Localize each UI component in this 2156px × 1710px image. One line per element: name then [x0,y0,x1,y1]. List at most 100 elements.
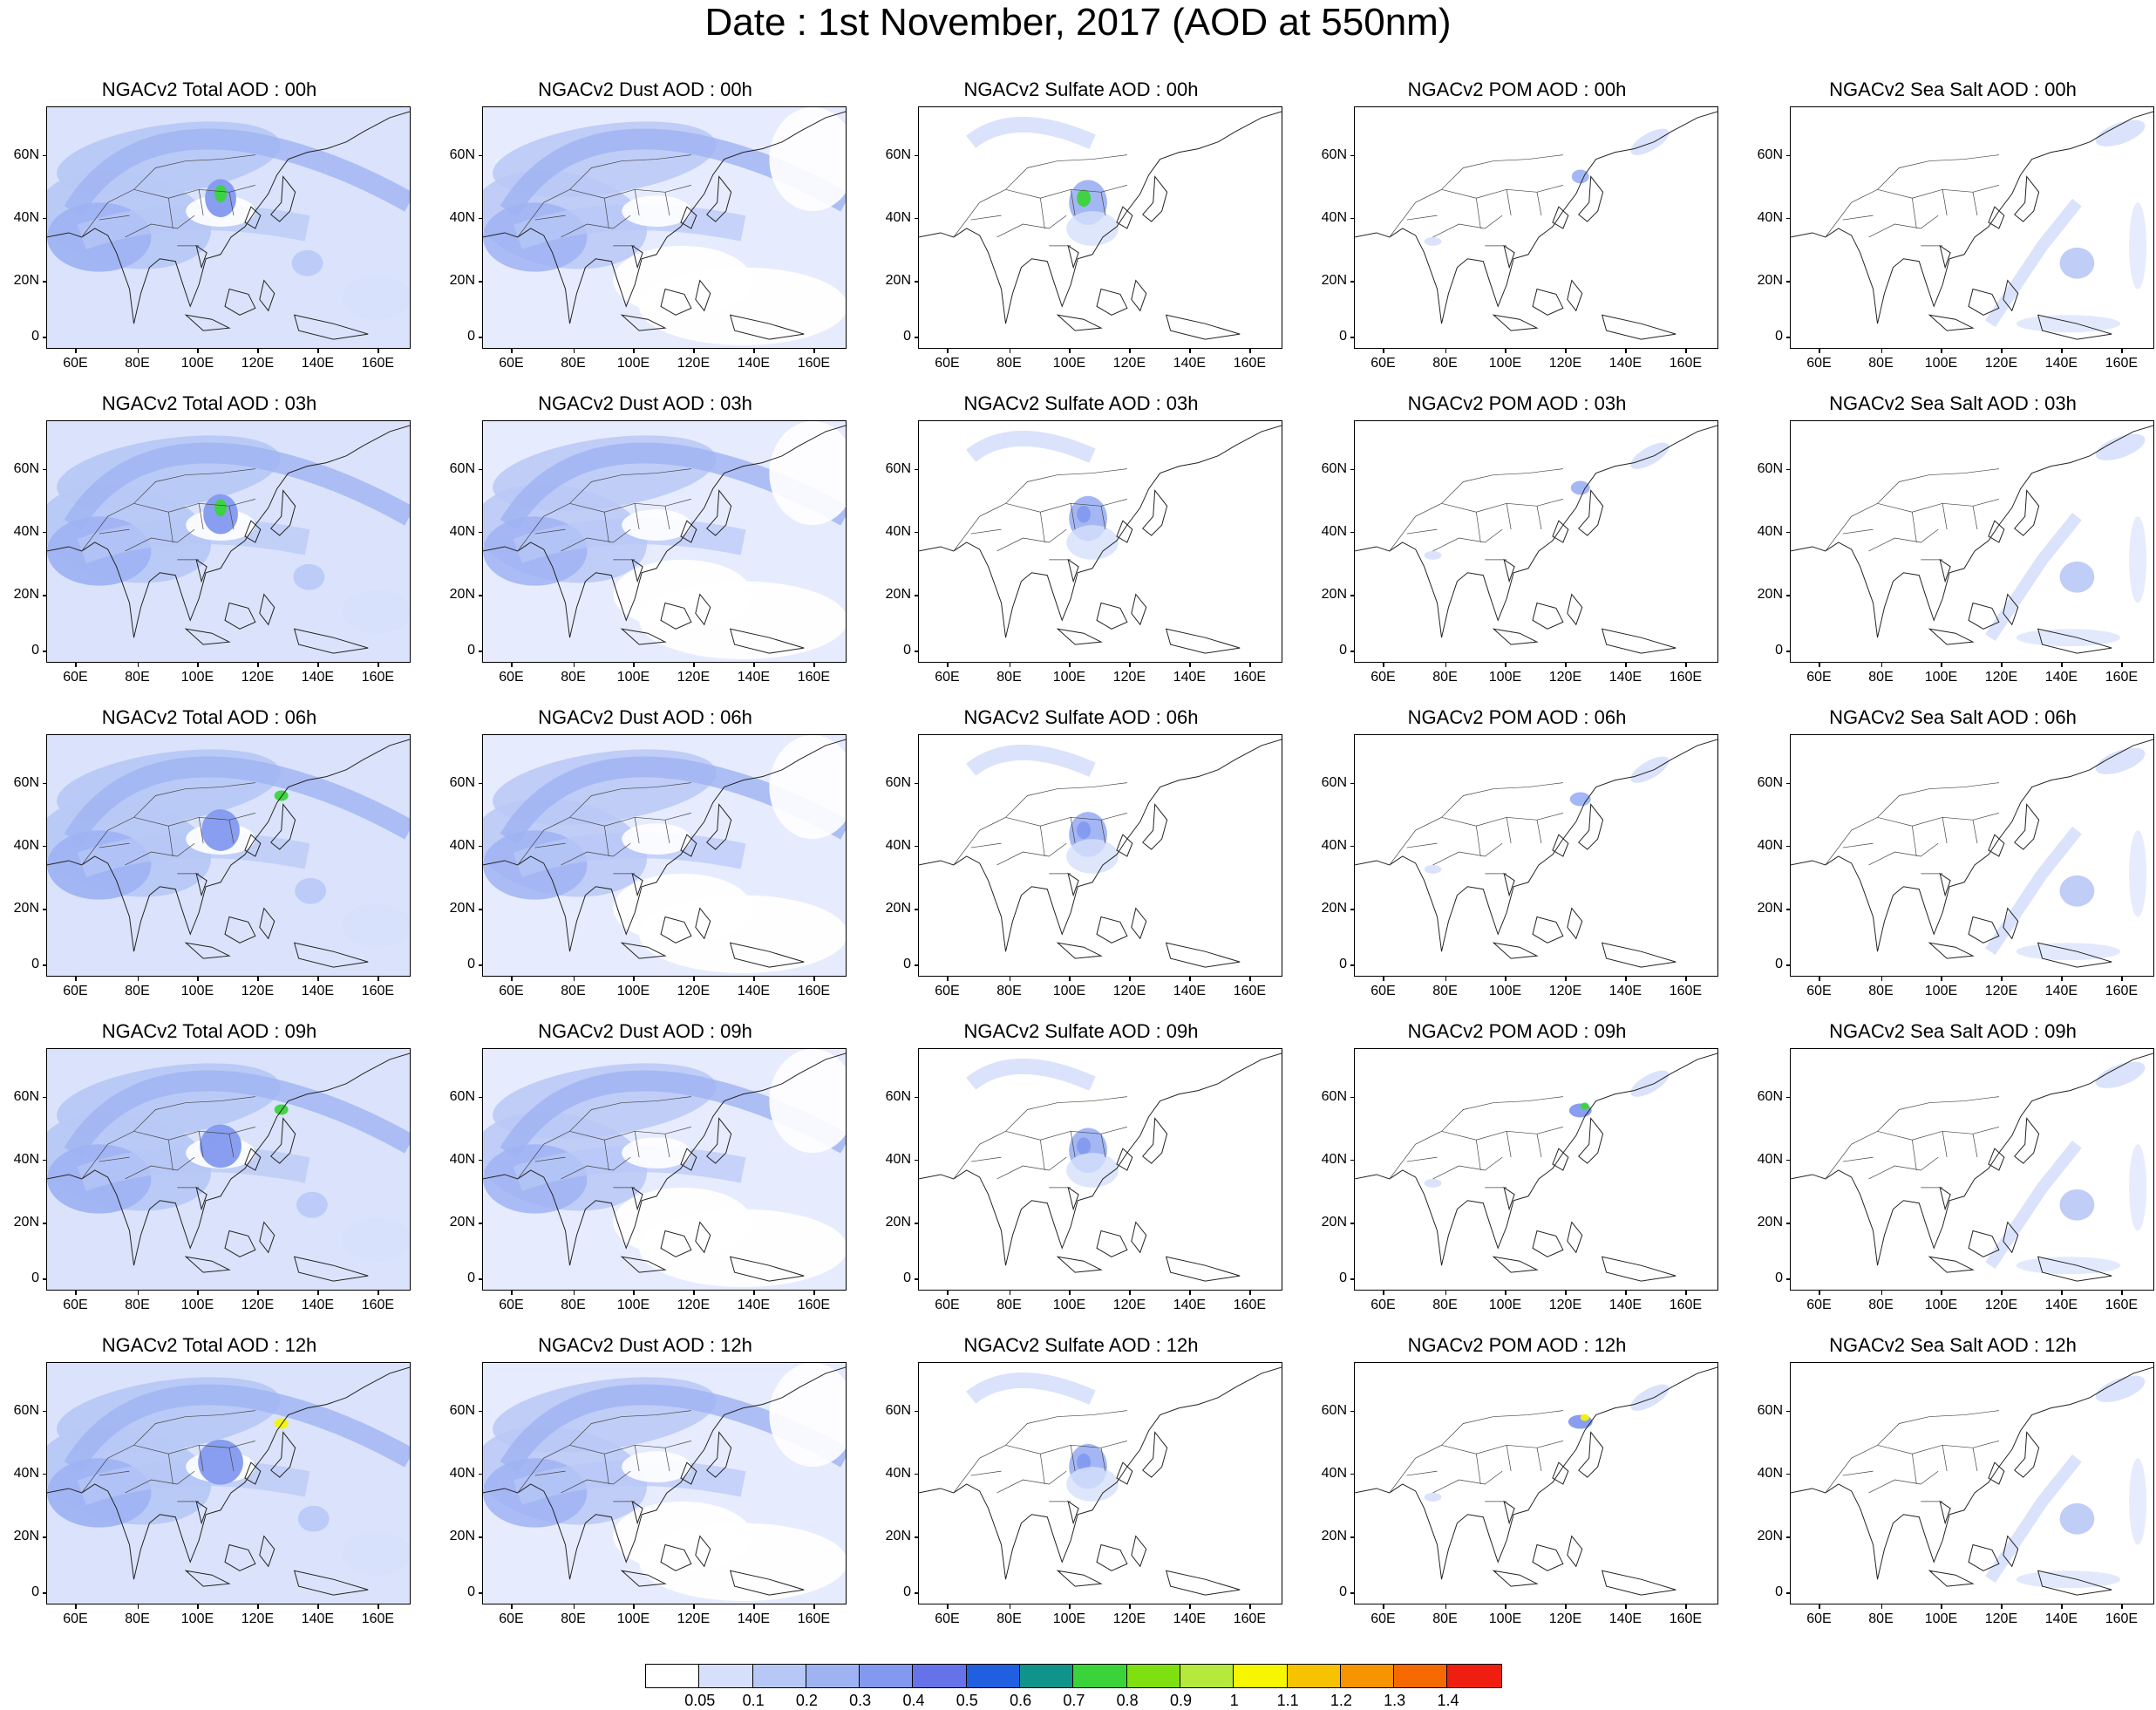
map-panel-total-1: NGACv2 Total AOD : 03h 60N 40N 20N 0 60E 80E 1… [4,392,414,689]
map-plot-area [46,1048,411,1291]
coastline [47,111,410,340]
lat-tick-label: 20N [885,587,911,603]
lon-tick [1445,349,1446,353]
lat-tick-label: 0 [903,329,911,344]
aod-field [47,1049,410,1290]
lat-tick [43,1473,47,1475]
lat-tick-label: 0 [31,329,39,344]
lat-tick-label: 20N [449,587,475,603]
lat-tick [479,1410,483,1413]
aod-field [966,745,1119,874]
country-borders [81,1410,255,1502]
lon-tick-label: 80E [125,1298,150,1312]
lon-tick [573,977,575,981]
lon-tick-label: 100E [1052,1298,1086,1312]
lat-tick [43,468,47,471]
lon-tick [1941,1604,1942,1609]
lat-tick-label: 0 [903,643,911,658]
country-borders [81,1096,255,1189]
lon-tick [75,1291,77,1295]
lon-tick-label: 80E [996,670,1022,685]
lon-tick [753,349,755,353]
lon-tick-label: 100E [1488,356,1522,371]
lat-tick-label: 20N [13,273,39,289]
panel-title: NGACv2 POM AOD : 09h [1407,1020,1627,1042]
lat-tick [479,1223,483,1224]
lon-tick-label: 120E [1548,1298,1582,1312]
coastline [483,1053,846,1282]
lon-tick [947,1604,949,1609]
aod-field [1424,128,1670,246]
map-plot-area [1790,1048,2154,1291]
lon-tick [257,349,259,353]
lon-tick [947,1291,949,1295]
map-panel-sulfate-2: NGACv2 Sulfate AOD : 06h 60N 40N 20N 0 60E 80… [876,706,1286,1003]
lon-tick [2001,977,2003,981]
lon-tick-label: 140E [1608,1298,1643,1312]
lat-tick [915,1223,919,1224]
lon-tick-label: 100E [180,1611,214,1626]
lon-tick [1383,1604,1384,1609]
lat-tick-label: 40N [885,1465,911,1481]
lon-tick-label: 120E [1984,356,2018,371]
lat-tick-label: 20N [1757,901,1783,916]
lat-tick [43,531,47,534]
lat-tick [915,1536,919,1538]
colorbar-label: 0.2 [795,1692,818,1709]
lat-tick-label: 60N [1757,1088,1783,1104]
colorbar-label: 0.8 [1116,1692,1139,1709]
lat-tick [1350,281,1355,283]
lon-tick [75,1604,77,1609]
lon-tick-label: 80E [1868,356,1894,371]
lat-tick [915,1473,919,1475]
lat-tick [479,1096,483,1099]
lon-tick [317,1291,319,1295]
lat-tick-label: 40N [885,837,911,853]
map-plot-area [482,734,847,977]
colorbar-label: 1.2 [1330,1692,1352,1709]
country-borders [1389,1410,1563,1502]
lat-tick [43,782,47,785]
lon-tick-label: 140E [1608,984,1643,998]
lat-tick [43,217,47,220]
lat-tick-label: 60N [449,460,475,476]
lon-tick [813,977,815,981]
lon-tick [1685,349,1687,353]
lon-tick [813,1291,815,1295]
map-panel-pom-4: NGACv2 POM AOD : 12h 60N 40N 20N 0 60E 80E 100… [1312,1334,1722,1631]
lat-tick [1350,1223,1355,1224]
lon-tick [1189,977,1191,981]
colorbar-swatch [1340,1665,1395,1687]
lon-tick [197,663,199,667]
lon-tick-label: 140E [2044,984,2078,998]
colorbar-label: 0.5 [956,1692,978,1709]
panel-title: NGACv2 Dust AOD : 00h [538,78,752,100]
lon-tick-label: 140E [1173,356,1207,371]
colorbar-swatch [1234,1665,1288,1687]
country-borders [517,468,691,561]
lat-tick-label: 40N [1321,209,1347,225]
lon-tick-label: 160E [1233,356,1267,371]
lon-tick [1189,1604,1191,1609]
lon-tick [511,1291,513,1295]
lon-tick-label: 160E [361,1611,395,1626]
map-panel-seasalt-4: NGACv2 Sea Salt AOD : 12h 60N 40N 20N 0 60E 8… [1748,1334,2156,1631]
lon-tick [1383,1291,1384,1295]
lon-tick-label: 100E [1052,670,1086,685]
lat-tick-label: 0 [1775,957,1783,972]
lon-tick-label: 80E [561,670,586,685]
lon-tick-label: 140E [301,1298,335,1312]
lon-tick [257,1291,259,1295]
lon-tick-label: 120E [677,356,711,371]
panel-title: NGACv2 Sea Salt AOD : 12h [1829,1334,2077,1356]
aod-field [966,117,1119,246]
lon-tick-label: 120E [241,1298,275,1312]
lon-tick-label: 120E [677,984,711,998]
lat-tick-label: 60N [885,1402,911,1418]
lon-tick-label: 160E [361,1298,395,1312]
lon-tick-label: 100E [1924,1298,1958,1312]
lon-tick-label: 160E [797,984,831,998]
lat-tick-label: 60N [1757,1402,1783,1418]
map-panel-sulfate-3: NGACv2 Sulfate AOD : 09h 60N 40N 20N 0 60E 80… [876,1020,1286,1317]
lat-tick-label: 60N [449,146,475,162]
